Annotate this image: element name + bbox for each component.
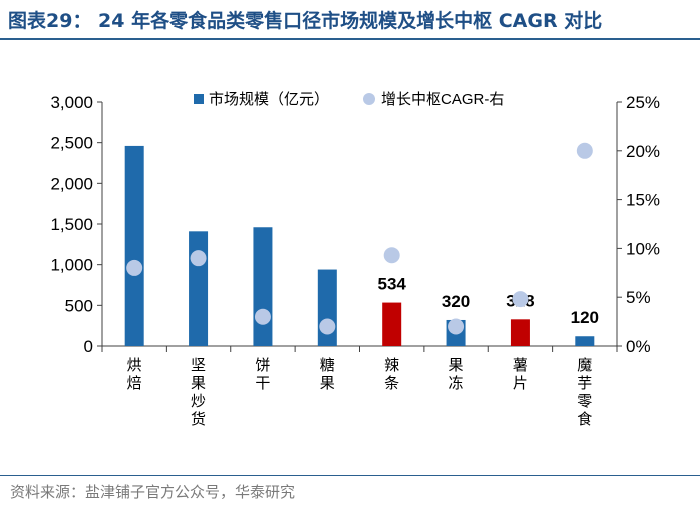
source-note: 资料来源：盐津铺子官方公众号，华泰研究 <box>10 483 296 501</box>
bar-chart: 0 500 1,000 1,500 2,000 2,500 3,000 0% 5% 10% 15% 2… <box>50 91 660 428</box>
right-axis-tick-label: 5% <box>626 288 651 307</box>
cagr-point <box>190 250 207 267</box>
cagr-point <box>512 291 529 308</box>
right-axis-tick-label: 0% <box>626 337 651 356</box>
category-label: 薯片 <box>513 357 528 392</box>
bar <box>575 336 595 346</box>
left-axis-tick-label: 2,000 <box>50 174 93 193</box>
source-divider <box>0 475 700 476</box>
bar <box>510 319 530 346</box>
bar <box>317 269 337 346</box>
legend-dot-label: 增长中枢CAGR-右 <box>381 91 504 108</box>
chart-title: 图表29： 24 年各零食品类零售口径市场规模及增长中枢 CAGR 对比 <box>8 10 603 32</box>
left-axis-tick-label: 0 <box>84 337 93 356</box>
cagr-point <box>383 247 400 264</box>
bar <box>382 302 402 346</box>
legend-dot-swatch <box>363 93 375 105</box>
bar-data-label: 120 <box>571 308 599 327</box>
legend-bar-label: 市场规模（亿元） <box>209 91 329 108</box>
right-axis-tick-label: 20% <box>626 142 660 161</box>
cagr-point <box>254 308 271 325</box>
cagr-point <box>319 318 336 335</box>
left-axis-tick-label: 1,500 <box>50 215 93 234</box>
category-label: 饼干 <box>255 357 270 392</box>
right-axis-tick-label: 10% <box>626 239 660 258</box>
left-axis-tick-label: 2,500 <box>50 134 93 153</box>
category-label: 坚果炒货 <box>191 357 206 428</box>
category-label: 魔芋零食 <box>577 357 592 428</box>
bar <box>253 227 273 346</box>
category-label: 辣条 <box>384 357 399 392</box>
category-label: 果冻 <box>449 357 464 392</box>
legend-bar-swatch <box>194 94 204 104</box>
cagr-point <box>126 259 143 276</box>
bar <box>189 231 209 346</box>
category-label: 糖果 <box>320 357 335 392</box>
title-bar: 图表29： 24 年各零食品类零售口径市场规模及增长中枢 CAGR 对比 <box>0 0 700 40</box>
left-axis-tick-label: 1,000 <box>50 256 93 275</box>
left-axis-tick-label: 3,000 <box>50 93 93 112</box>
bar <box>124 145 144 346</box>
bar-data-label: 534 <box>378 275 407 294</box>
left-axis-tick-label: 500 <box>65 296 93 315</box>
right-axis-tick-label: 15% <box>626 191 660 210</box>
bar-data-label: 320 <box>442 292 470 311</box>
right-axis-tick-label: 25% <box>626 93 660 112</box>
cagr-point <box>448 318 465 335</box>
category-label: 烘焙 <box>127 357 142 392</box>
cagr-point <box>576 142 593 159</box>
